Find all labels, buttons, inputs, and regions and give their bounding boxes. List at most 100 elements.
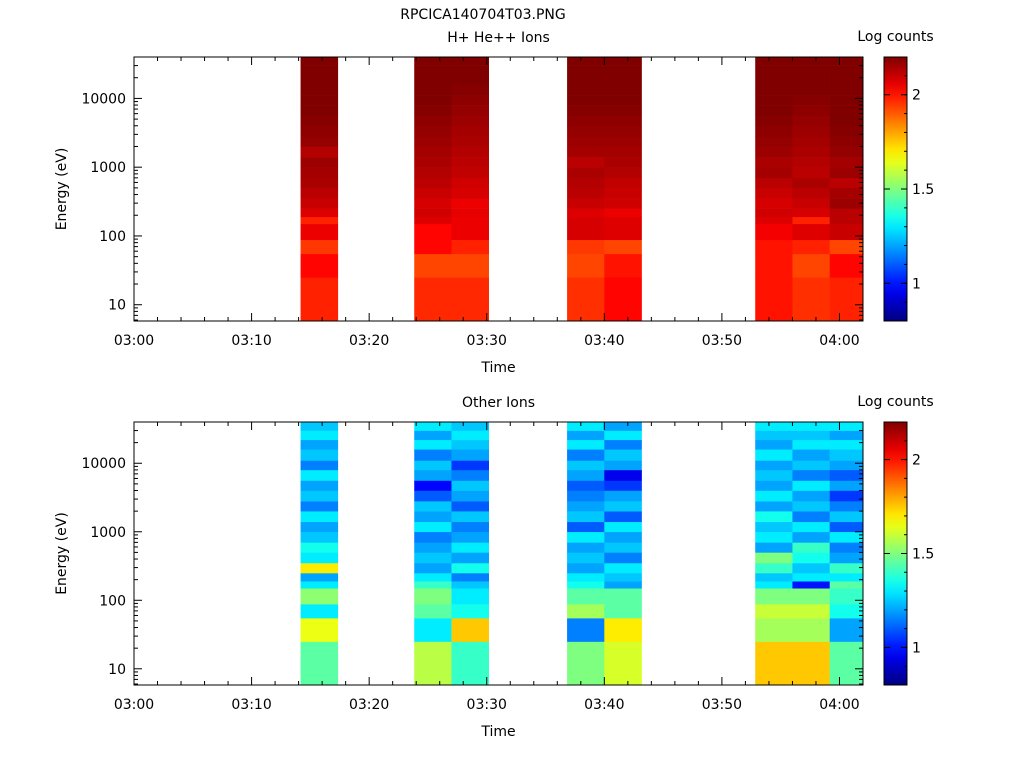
heatmap-cell bbox=[300, 74, 339, 85]
heatmap-cell bbox=[829, 84, 863, 96]
heatmap-cell bbox=[414, 469, 452, 481]
heatmap-cell bbox=[829, 223, 863, 241]
heatmap-cell bbox=[414, 501, 452, 512]
heatmap-cell bbox=[755, 573, 793, 582]
heatmap-cell bbox=[829, 105, 863, 117]
x-tick-label: 03:20 bbox=[349, 697, 389, 713]
heatmap-cell bbox=[567, 146, 605, 158]
colorbar-tick-label: 1 bbox=[912, 276, 921, 292]
heatmap-cell bbox=[604, 239, 642, 255]
heatmap-cell bbox=[829, 542, 863, 553]
heatmap-cells bbox=[300, 57, 863, 321]
heatmap-cell bbox=[300, 57, 339, 66]
x-tick-label: 03:50 bbox=[702, 333, 742, 349]
heatmap-cell bbox=[792, 422, 830, 431]
heatmap-cell bbox=[414, 223, 452, 241]
heatmap-cell bbox=[792, 501, 830, 512]
heatmap-cell bbox=[414, 125, 452, 137]
heatmap-cell bbox=[414, 84, 452, 96]
heatmap-cell bbox=[567, 208, 605, 218]
heatmap-cell bbox=[604, 618, 642, 642]
heatmap-cell bbox=[567, 74, 605, 85]
heatmap-cell bbox=[451, 95, 489, 106]
heatmap-cell bbox=[604, 501, 642, 512]
heatmap-cell bbox=[755, 604, 793, 619]
colorbar-tick-label: 1.5 bbox=[912, 547, 934, 563]
heatmap-cell bbox=[451, 115, 489, 127]
heatmap-cell bbox=[567, 216, 605, 225]
heatmap-cell bbox=[829, 563, 863, 574]
heatmap-cell bbox=[604, 125, 642, 137]
heatmap-cell bbox=[300, 460, 339, 471]
heatmap-cell bbox=[755, 439, 793, 450]
heatmap-cell bbox=[567, 57, 605, 66]
heatmap-cell bbox=[300, 105, 339, 117]
heatmap-cell bbox=[451, 521, 489, 533]
heatmap-cell bbox=[300, 469, 339, 481]
heatmap-cell bbox=[300, 490, 339, 502]
heatmap-cell bbox=[792, 449, 830, 461]
heatmap-cell bbox=[414, 588, 452, 605]
heatmap-cell bbox=[567, 531, 605, 543]
heatmap-cell bbox=[414, 253, 452, 278]
heatmap-cell bbox=[829, 552, 863, 564]
heatmap-cell bbox=[414, 277, 452, 321]
heatmap-cell bbox=[792, 84, 830, 96]
heatmap-cell bbox=[567, 604, 605, 619]
x-tick-label: 03:20 bbox=[349, 333, 389, 349]
heatmap-cell bbox=[300, 430, 339, 441]
y-tick-label: 10000 bbox=[81, 456, 126, 472]
heatmap-cell bbox=[451, 552, 489, 564]
heatmap-cell bbox=[300, 422, 339, 431]
heatmap-cell bbox=[792, 277, 830, 321]
heatmap-cell bbox=[829, 65, 863, 76]
heatmap-cell bbox=[567, 588, 605, 605]
heatmap-cell bbox=[829, 573, 863, 582]
heatmap-cell bbox=[829, 430, 863, 441]
heatmap-cell bbox=[300, 511, 339, 523]
heatmap-cell bbox=[300, 552, 339, 564]
heatmap-cell bbox=[829, 604, 863, 619]
heatmap-cell bbox=[451, 198, 489, 209]
heatmap-cell bbox=[792, 641, 830, 685]
x-axis-label: Time bbox=[480, 360, 515, 376]
heatmap-cell bbox=[414, 167, 452, 179]
heatmap-cell bbox=[829, 460, 863, 471]
heatmap-cell bbox=[300, 136, 339, 147]
heatmap-cell bbox=[829, 167, 863, 179]
panel-h-he-ions: 03:00 03:10 03:20 03:30 03:40 03:50 04:00 10 100… bbox=[54, 29, 934, 376]
heatmap-cell bbox=[300, 177, 339, 189]
heatmap-cell bbox=[414, 573, 452, 582]
heatmap-cell bbox=[792, 588, 830, 605]
heatmap-cell bbox=[792, 480, 830, 491]
heatmap-cell bbox=[451, 277, 489, 321]
heatmap-cell bbox=[451, 469, 489, 481]
x-tick-label: 03:00 bbox=[114, 333, 154, 349]
heatmap-cell bbox=[604, 277, 642, 321]
heatmap-cell bbox=[451, 542, 489, 553]
heatmap-cell bbox=[414, 208, 452, 218]
heatmap-cell bbox=[792, 74, 830, 85]
heatmap-cell bbox=[755, 511, 793, 523]
plot-frame bbox=[133, 56, 864, 322]
heatmap-cell bbox=[414, 95, 452, 106]
heatmap-cell bbox=[829, 146, 863, 158]
heatmap-cell bbox=[567, 177, 605, 189]
heatmap-cell bbox=[604, 449, 642, 461]
heatmap-cell bbox=[300, 277, 339, 321]
heatmap-cell bbox=[604, 65, 642, 76]
heatmap-cell bbox=[604, 57, 642, 66]
heatmap-cell bbox=[829, 588, 863, 605]
heatmap-cell bbox=[829, 187, 863, 199]
heatmap-cell bbox=[567, 563, 605, 574]
heatmap-cell bbox=[300, 563, 339, 574]
heatmap-cell bbox=[792, 157, 830, 168]
heatmap-cell bbox=[604, 521, 642, 533]
heatmap-cell bbox=[451, 239, 489, 255]
heatmap-cell bbox=[300, 581, 339, 589]
heatmap-cell bbox=[567, 521, 605, 533]
heatmap-cell bbox=[451, 573, 489, 582]
heatmap-cell bbox=[414, 449, 452, 461]
heatmap-cell bbox=[567, 125, 605, 137]
heatmap-cell bbox=[755, 177, 793, 189]
